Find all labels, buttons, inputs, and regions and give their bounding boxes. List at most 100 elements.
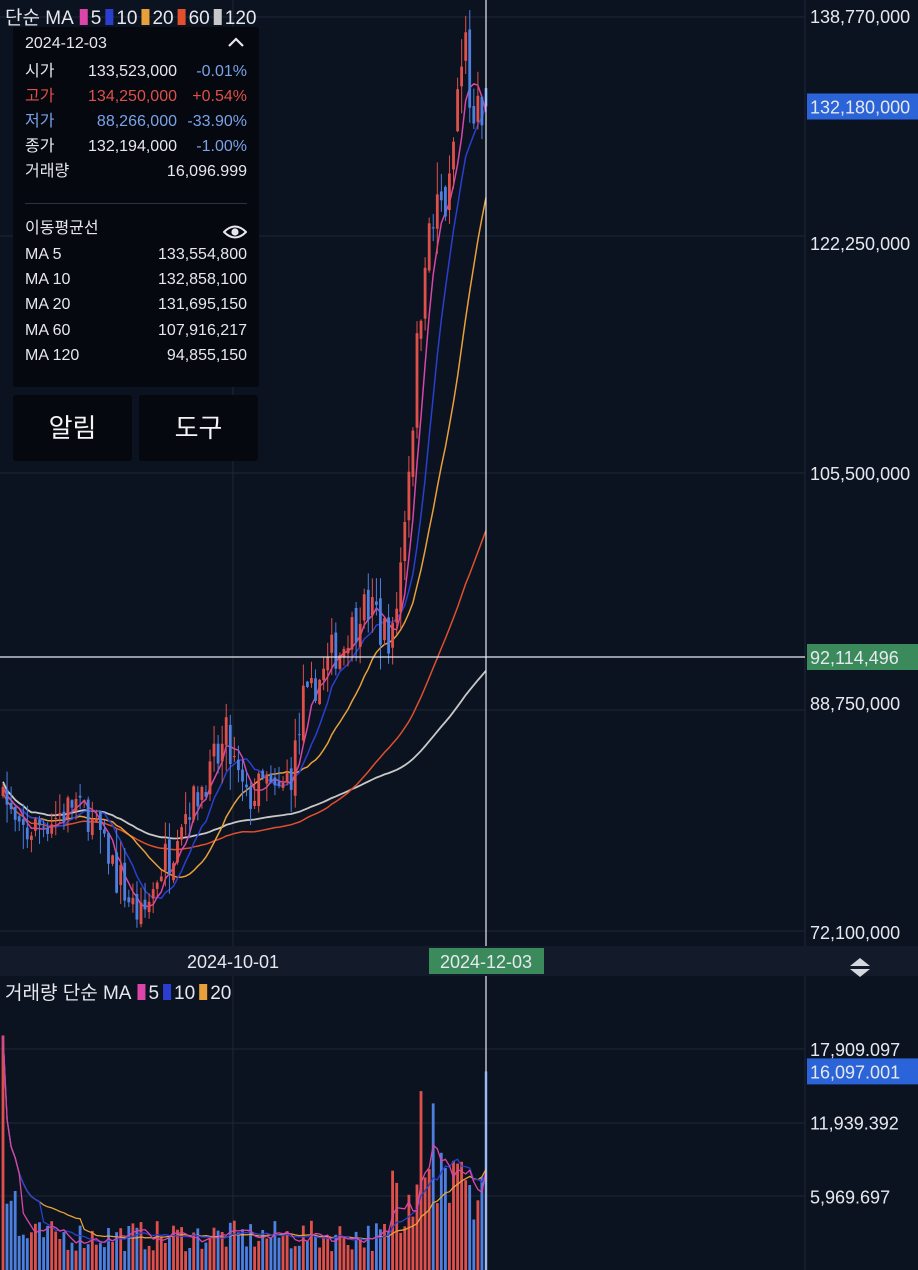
candle-body: [5, 789, 9, 805]
candles: [1, 10, 488, 928]
candle-body: [411, 430, 415, 477]
candle-body: [159, 876, 163, 882]
volume-bars: [1, 1035, 488, 1270]
candle-body: [192, 786, 196, 820]
volume-bar: [94, 1244, 98, 1270]
axis-labels: 138,770,000 122,250,000 105,500,000 88,750,…: [187, 7, 918, 1207]
volume-bar: [342, 1238, 346, 1270]
volume-bar: [103, 1247, 106, 1270]
candle-body: [427, 223, 431, 271]
volume-bar: [253, 1246, 256, 1270]
candle-body: [322, 668, 325, 681]
candle-body: [25, 827, 29, 840]
price-tick-label: 105,500,000: [810, 464, 910, 484]
legend-title: 단순 MA: [5, 7, 74, 29]
candle-body: [419, 320, 423, 339]
volume-bar: [476, 1200, 480, 1270]
volume-bar: [391, 1170, 394, 1270]
info-close-row: 종가 132,194,000 -1.00%: [25, 136, 247, 158]
candle-body: [342, 648, 346, 657]
volume-bar: [431, 1103, 435, 1270]
volume-bar: [50, 1221, 54, 1270]
volume-bar: [452, 1160, 455, 1270]
volume-bar: [273, 1221, 277, 1270]
volume-bar: [204, 1242, 208, 1270]
candle-body: [362, 594, 366, 621]
volume-bar: [86, 1244, 90, 1270]
volume-bar: [314, 1234, 317, 1270]
candle-body: [460, 66, 463, 87]
volume-bar: [241, 1229, 244, 1270]
crosshair-date-label: 2024-12-03: [440, 952, 532, 972]
legend-swatch: [141, 9, 150, 25]
volume-bar: [115, 1232, 118, 1270]
candle-body: [21, 819, 25, 825]
volume-bar: [78, 1225, 82, 1270]
ma10-line: [2, 105, 487, 900]
volume-bar: [444, 1167, 447, 1270]
scale-toggle[interactable]: [850, 958, 870, 977]
candle-body: [415, 333, 419, 428]
candle-body: [123, 862, 127, 901]
info-date: 2024-12-03: [25, 35, 107, 52]
volume-bar: [277, 1237, 281, 1270]
volume-bar: [439, 1152, 443, 1270]
candle-body: [375, 601, 378, 605]
volume-ma-lines: [2, 1035, 487, 1245]
ma-value: 107,916,217: [158, 322, 247, 339]
volume-bar: [127, 1226, 131, 1270]
candle-body: [13, 807, 17, 820]
candle-body: [78, 795, 82, 798]
volume-bar: [334, 1234, 338, 1270]
ma-row: MA 20 131,695,150: [25, 294, 247, 316]
volume-bar: [176, 1229, 179, 1270]
volume-bar: [318, 1247, 321, 1270]
open-pct: -0.01%: [196, 63, 247, 80]
volume-bar: [58, 1239, 62, 1270]
volume-bar: [472, 1219, 476, 1270]
ma-label: MA 5: [25, 246, 62, 263]
ma-value: 94,855,150: [166, 347, 247, 364]
volume-bar: [1, 1035, 5, 1270]
volume-legend: 거래량 단순 MA 5 10 20: [5, 982, 231, 1004]
current-price-label: 132,180,000: [810, 98, 910, 118]
volume-bar: [188, 1248, 192, 1270]
crosshair-price-label: 92,114,496: [810, 648, 899, 668]
eye-icon[interactable]: [223, 223, 247, 241]
candle-body: [74, 799, 78, 811]
legend-period: 5: [91, 8, 102, 29]
legend-swatch: [79, 9, 88, 25]
volume-bar: [184, 1251, 187, 1270]
volume-bar: [403, 1226, 407, 1270]
candle-body: [168, 839, 171, 875]
volume-bar: [46, 1225, 49, 1270]
alert-button[interactable]: 알림: [13, 395, 132, 461]
candle-body: [444, 186, 447, 217]
volume-bar: [306, 1241, 309, 1270]
info-open-row: 시가 133,523,000 -0.01%: [25, 61, 247, 83]
candle-body: [38, 819, 41, 826]
volume-bar: [350, 1249, 354, 1270]
volume-bar: [25, 1238, 29, 1270]
volume-bar: [366, 1225, 370, 1270]
candle-body: [9, 803, 13, 810]
volume-bar: [423, 1177, 427, 1270]
price-tick-label: 88,750,000: [810, 694, 900, 714]
candle-body: [220, 743, 224, 762]
candle-body: [249, 786, 252, 809]
candle-body: [139, 902, 143, 925]
candle-body: [30, 835, 33, 840]
tools-button[interactable]: 도구: [139, 395, 258, 461]
candle-body: [326, 656, 330, 671]
volume-bar: [419, 1091, 423, 1270]
candle-body: [293, 740, 297, 796]
candle-body: [172, 863, 175, 881]
volume-bar: [5, 1203, 9, 1270]
volume-bar: [338, 1226, 342, 1270]
candle-body: [111, 855, 114, 864]
current-price-tag: [807, 93, 918, 120]
candle-body: [17, 816, 21, 822]
chevron-up-icon[interactable]: [225, 33, 247, 51]
candle-body: [103, 829, 106, 834]
